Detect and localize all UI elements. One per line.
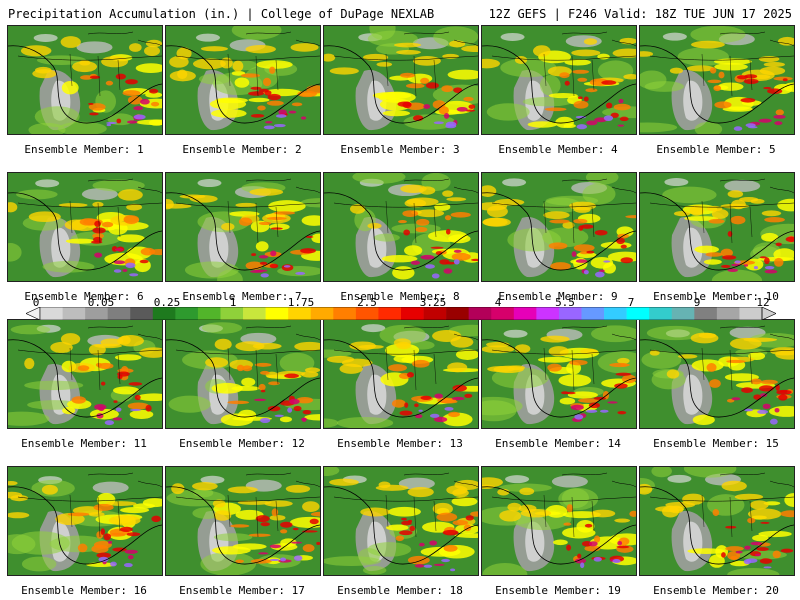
ensemble-member-map bbox=[7, 319, 163, 429]
ensemble-member-map bbox=[7, 172, 163, 282]
ensemble-member-label: Ensemble Member: 1 bbox=[24, 143, 144, 156]
ensemble-member-label: Ensemble Member: 8 bbox=[340, 290, 460, 303]
ensemble-member-map bbox=[481, 25, 637, 135]
ensemble-member-map bbox=[165, 25, 321, 135]
ensemble-member-label: Ensemble Member: 15 bbox=[653, 437, 779, 450]
ensemble-member-label: Ensemble Member: 12 bbox=[179, 437, 305, 450]
precip-colorbar bbox=[26, 307, 776, 320]
map-title: Precipitation Accumulation (in.) | Colle… bbox=[8, 7, 435, 21]
ensemble-member-label: Ensemble Member: 6 bbox=[24, 290, 144, 303]
ensemble-member-map bbox=[639, 319, 795, 429]
ensemble-member-label: Ensemble Member: 3 bbox=[340, 143, 460, 156]
ensemble-member-label: Ensemble Member: 17 bbox=[179, 584, 305, 597]
ensemble-member-label: Ensemble Member: 7 bbox=[182, 290, 302, 303]
colorbar-tick-label: 9 bbox=[693, 296, 701, 309]
colorbar-tick-label: 1 bbox=[229, 296, 237, 309]
ensemble-member-label: Ensemble Member: 2 bbox=[182, 143, 302, 156]
colorbar-tick-label: 0.05 bbox=[87, 296, 115, 309]
colorbar-tick-label: 0 bbox=[32, 296, 40, 309]
model-run-info: 12Z GEFS | F246 Valid: 18Z TUE JUN 17 20… bbox=[488, 7, 792, 21]
ensemble-member-map bbox=[323, 25, 479, 135]
ensemble-member-map bbox=[481, 172, 637, 282]
ensemble-member-label: Ensemble Member: 5 bbox=[656, 143, 776, 156]
colorbar-tick-label: 0.25 bbox=[153, 296, 181, 309]
ensemble-member-map bbox=[639, 466, 795, 576]
ensemble-member-map bbox=[639, 172, 795, 282]
colorbar-tick-label: 4 bbox=[494, 296, 502, 309]
ensemble-member-map bbox=[165, 466, 321, 576]
ensemble-member-label: Ensemble Member: 4 bbox=[498, 143, 618, 156]
ensemble-member-map bbox=[7, 466, 163, 576]
ensemble-member-label: Ensemble Member: 18 bbox=[337, 584, 463, 597]
ensemble-member-map bbox=[481, 319, 637, 429]
ensemble-member-label: Ensemble Member: 14 bbox=[495, 437, 621, 450]
colorbar-tick-label: 7 bbox=[627, 296, 635, 309]
ensemble-member-map bbox=[323, 466, 479, 576]
ensemble-member-label: Ensemble Member: 19 bbox=[495, 584, 621, 597]
ensemble-member-label: Ensemble Member: 11 bbox=[21, 437, 147, 450]
ensemble-member-map bbox=[639, 25, 795, 135]
ensemble-member-map bbox=[481, 466, 637, 576]
colorbar-tick-label: 5.5 bbox=[555, 296, 575, 309]
ensemble-member-map bbox=[7, 25, 163, 135]
colorbar-tick-label: 3.25 bbox=[419, 296, 447, 309]
colorbar-tick-label: 12 bbox=[756, 296, 770, 309]
ensemble-member-map bbox=[165, 172, 321, 282]
ensemble-member-map bbox=[323, 319, 479, 429]
ensemble-member-label: Ensemble Member: 10 bbox=[653, 290, 779, 303]
ensemble-member-label: Ensemble Member: 13 bbox=[337, 437, 463, 450]
ensemble-member-map bbox=[323, 172, 479, 282]
colorbar-tick-label: 1.75 bbox=[287, 296, 315, 309]
ensemble-member-label: Ensemble Member: 9 bbox=[498, 290, 618, 303]
ensemble-member-map bbox=[165, 319, 321, 429]
colorbar-tick-label: 2.5 bbox=[357, 296, 377, 309]
ensemble-member-label: Ensemble Member: 16 bbox=[21, 584, 147, 597]
ensemble-member-label: Ensemble Member: 20 bbox=[653, 584, 779, 597]
